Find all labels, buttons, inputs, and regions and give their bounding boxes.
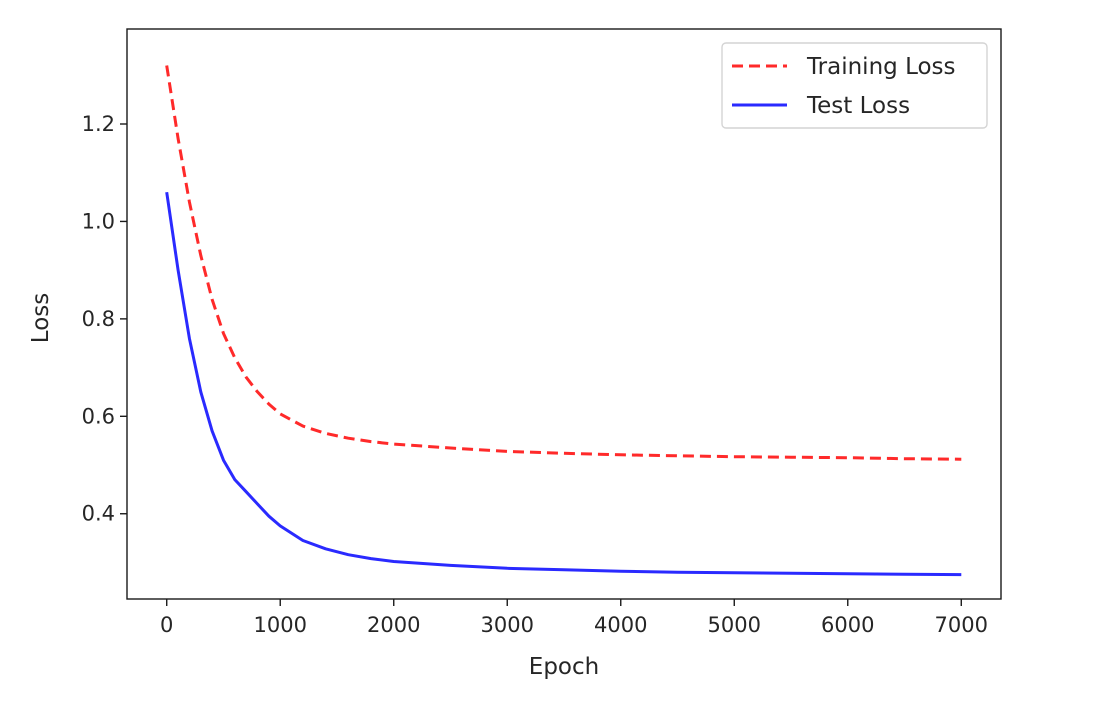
x-tick-label: 4000 [594,613,647,637]
legend-label: Test Loss [806,93,910,119]
x-tick-label: 3000 [481,613,534,637]
x-tick-label: 7000 [935,613,988,637]
series-line-test-loss [165,191,962,577]
x-tick-label: 6000 [821,613,874,637]
legend-box [721,42,988,129]
y-tick-label: 0.6 [82,404,115,428]
y-axis-ticks: 0.4 0.6 0.8 1.0 1.2 [82,112,127,526]
y-tick-label: 0.4 [82,502,115,526]
y-tick-label: 1.2 [82,112,115,136]
x-tick-label: 2000 [367,613,420,637]
series-line-training-loss [165,65,962,461]
plot-frame [126,28,1002,600]
y-axis-label: Loss [28,293,54,343]
x-tick-label: 5000 [708,613,761,637]
legend: Training Loss Test Loss [721,42,988,129]
y-tick-label: 0.8 [82,307,115,331]
y-tick-label: 1.0 [82,209,115,233]
x-tick-label: 1000 [254,613,307,637]
legend-label: Training Loss [806,54,956,80]
x-axis-ticks: 0 1000 2000 3000 4000 5000 6000 7000 [160,599,988,637]
x-axis-label: Epoch [529,654,599,680]
series-layer [165,65,962,577]
x-tick-label: 0 [160,613,173,637]
